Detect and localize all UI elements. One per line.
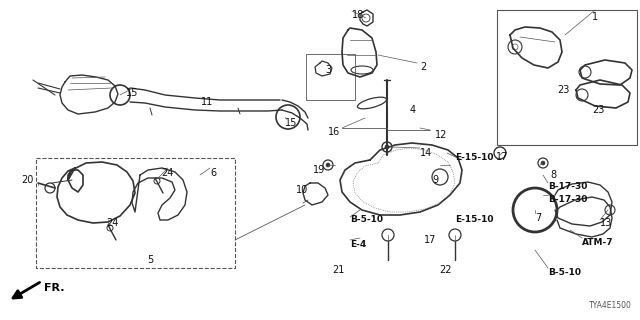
- Circle shape: [326, 163, 330, 167]
- Text: 18: 18: [352, 10, 364, 20]
- Circle shape: [541, 161, 545, 165]
- Text: 4: 4: [410, 105, 416, 115]
- Text: 24: 24: [161, 168, 173, 178]
- Text: B-17-30: B-17-30: [548, 182, 588, 191]
- Text: 11: 11: [201, 97, 213, 107]
- Circle shape: [385, 145, 389, 149]
- Text: 5: 5: [147, 255, 153, 265]
- Text: FR.: FR.: [44, 283, 65, 293]
- Text: 16: 16: [328, 127, 340, 137]
- Text: E-15-10: E-15-10: [455, 215, 493, 224]
- Text: 17: 17: [496, 152, 508, 162]
- Text: 21: 21: [332, 265, 344, 275]
- Text: 12: 12: [435, 130, 447, 140]
- Text: 13: 13: [600, 218, 612, 228]
- Text: 2: 2: [420, 62, 426, 72]
- Text: 9: 9: [432, 175, 438, 185]
- Text: 14: 14: [420, 148, 432, 158]
- Text: 15: 15: [285, 118, 298, 128]
- Text: 17: 17: [424, 235, 436, 245]
- Text: 3: 3: [325, 65, 331, 75]
- Text: 19: 19: [313, 165, 325, 175]
- Text: TYA4E1500: TYA4E1500: [589, 301, 632, 310]
- Text: E-15-10: E-15-10: [455, 153, 493, 162]
- Text: 15: 15: [126, 88, 138, 98]
- Text: 8: 8: [550, 170, 556, 180]
- Bar: [497, 10, 637, 145]
- Text: B-5-10: B-5-10: [350, 215, 383, 224]
- Text: 23: 23: [557, 85, 569, 95]
- Text: 6: 6: [210, 168, 216, 178]
- Text: 20: 20: [22, 175, 34, 185]
- Text: 23: 23: [592, 105, 604, 115]
- Text: 7: 7: [535, 213, 541, 223]
- Bar: [306, 54, 355, 100]
- Text: ATM-7: ATM-7: [582, 238, 614, 247]
- Text: 24: 24: [106, 218, 118, 228]
- Text: 10: 10: [296, 185, 308, 195]
- Text: E-4: E-4: [350, 240, 366, 249]
- Bar: [36, 158, 235, 268]
- Text: B-17-30: B-17-30: [548, 195, 588, 204]
- Text: B-5-10: B-5-10: [548, 268, 581, 277]
- Text: 22: 22: [439, 265, 451, 275]
- Text: 1: 1: [592, 12, 598, 22]
